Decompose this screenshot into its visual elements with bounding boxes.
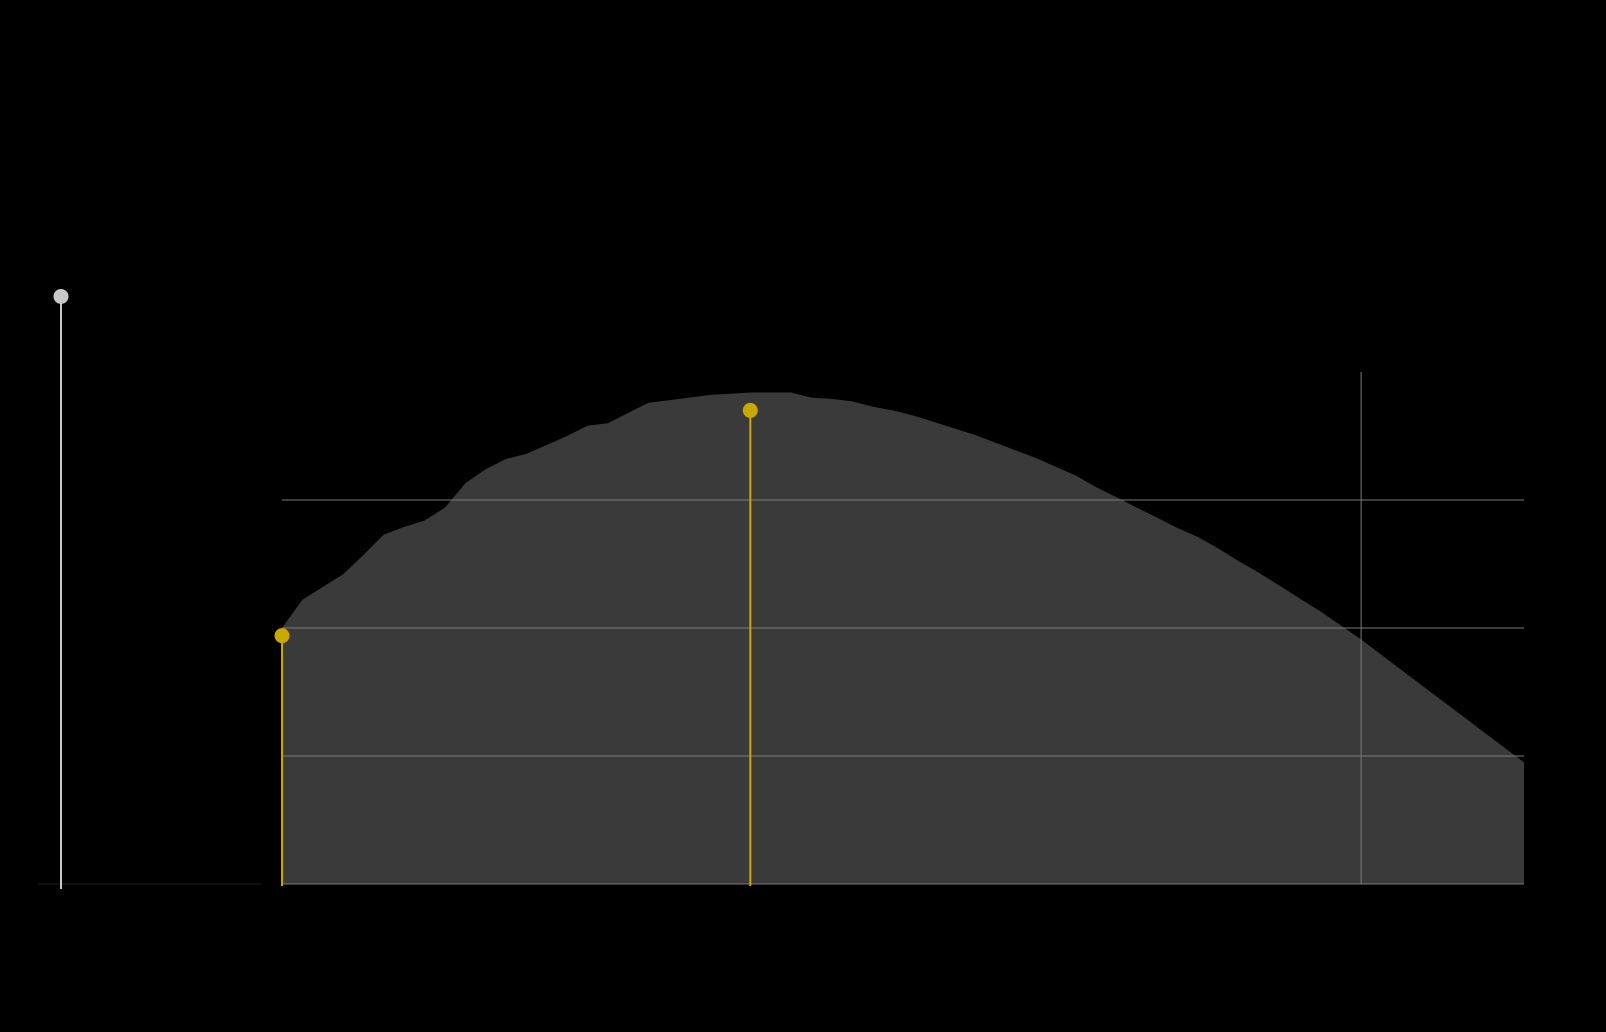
reference-panel — [38, 289, 262, 889]
highlight-marker-2 — [743, 403, 758, 418]
area-series-fill — [282, 393, 1524, 885]
area-series — [282, 393, 1524, 885]
highlight-marker-1 — [275, 628, 290, 643]
reference-marker — [54, 289, 69, 304]
